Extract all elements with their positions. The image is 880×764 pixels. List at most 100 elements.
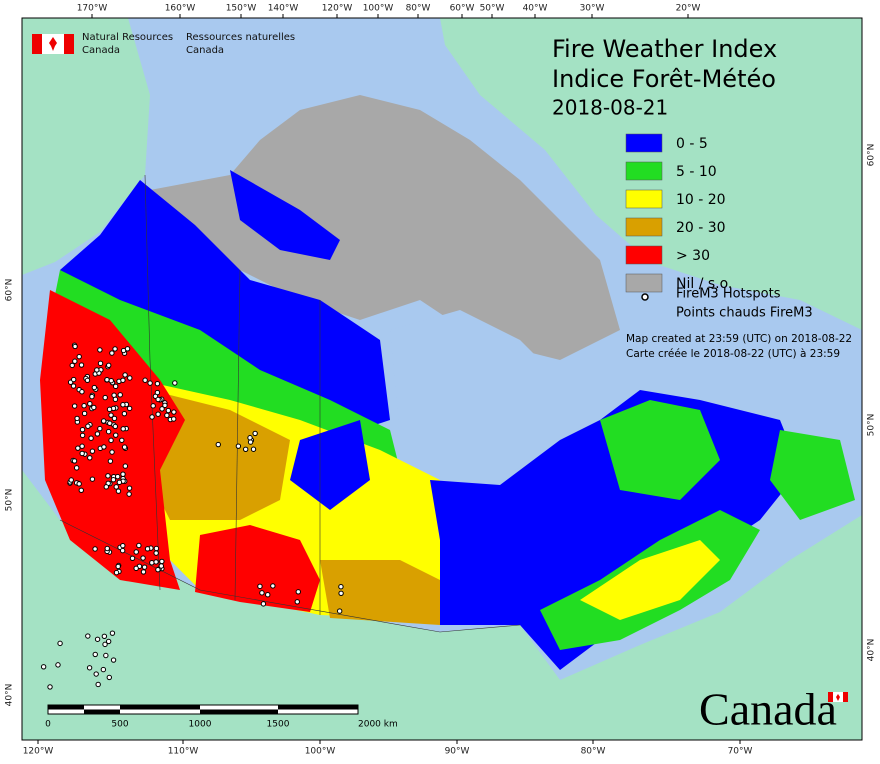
longitude-label: 30°W xyxy=(580,4,605,14)
hotspot xyxy=(171,409,177,415)
longitude-label: 120°W xyxy=(23,747,54,757)
scale-label: 500 xyxy=(111,720,128,730)
hotspot xyxy=(127,375,133,381)
agency-fr: Canada xyxy=(186,45,224,56)
hotspot xyxy=(295,589,301,595)
hotspot xyxy=(117,392,123,398)
hotspot xyxy=(142,377,148,383)
hotspot xyxy=(259,590,265,596)
hotspot xyxy=(116,479,123,486)
longitude-label: 60°W xyxy=(450,4,475,14)
hotspot xyxy=(270,583,276,589)
hotspot xyxy=(94,367,100,373)
hotspot xyxy=(122,463,129,469)
hotspot xyxy=(73,465,80,471)
hotspot xyxy=(91,404,97,411)
hotspot xyxy=(86,665,93,671)
hotspot xyxy=(88,435,94,441)
hotspot xyxy=(109,630,116,636)
agency-flag xyxy=(32,34,74,54)
legend-label: > 30 xyxy=(676,248,710,264)
hotspot xyxy=(153,550,159,556)
hotspot xyxy=(78,487,84,494)
hotspot xyxy=(106,406,113,413)
hotspot xyxy=(100,418,107,424)
hotspot xyxy=(72,358,78,364)
latitude-label: 50°N xyxy=(5,489,15,512)
hotspot xyxy=(70,383,77,389)
hotspot xyxy=(85,633,91,639)
scale-bar: 0 500 1000 1500 2000 km xyxy=(45,704,398,730)
hotspot xyxy=(115,488,122,494)
hotspot xyxy=(141,564,148,570)
hotspot xyxy=(106,674,113,681)
hotspot xyxy=(121,444,128,450)
hotspot xyxy=(81,403,87,409)
hotspot xyxy=(119,437,125,443)
scale-label: 1000 xyxy=(189,720,212,730)
canada-wordmark: Canada xyxy=(699,684,837,735)
hotspot xyxy=(171,416,177,422)
hotspot xyxy=(338,583,344,590)
hotspot xyxy=(108,378,114,384)
longitude-label: 20°W xyxy=(676,4,701,14)
hotspot xyxy=(74,415,80,422)
hotspot xyxy=(71,403,78,409)
scale-bar-segment xyxy=(84,709,120,714)
hotspot xyxy=(40,664,47,670)
hotspot xyxy=(129,555,136,561)
hotspot xyxy=(79,450,85,457)
hotspot xyxy=(113,484,119,490)
hotspot xyxy=(153,545,160,552)
hotspot xyxy=(47,684,53,690)
longitude-label: 170°W xyxy=(77,4,108,14)
legend-swatch xyxy=(625,273,663,293)
hotspot xyxy=(162,402,168,409)
hotspot xyxy=(247,435,253,441)
hotspot xyxy=(144,546,151,552)
legend-label: 20 - 30 xyxy=(676,220,726,236)
hotspot xyxy=(252,430,258,437)
scale-bar-segment xyxy=(48,705,84,710)
latitude-label: 40°N xyxy=(867,639,877,662)
longitude-label: 160°W xyxy=(165,4,196,14)
title-fr: Indice Forêt-Météo xyxy=(552,65,776,93)
agency-en: Canada xyxy=(82,45,120,56)
map-border xyxy=(21,17,863,741)
hotspot xyxy=(57,640,63,647)
hotspot xyxy=(242,446,249,453)
hotspot xyxy=(100,666,107,673)
hotspot xyxy=(107,420,113,426)
hotspot xyxy=(115,563,121,570)
hotspot xyxy=(104,377,110,383)
hotspot xyxy=(121,410,128,417)
graticule-labels: 170°W 160°W 150°W 140°W 120°W 100°W 80°W 60°W 50… xyxy=(5,4,877,757)
hotspot xyxy=(153,559,159,565)
legend-label: 5 - 10 xyxy=(676,164,717,180)
hotspot xyxy=(257,583,263,590)
hotspot xyxy=(338,590,344,597)
hotspot xyxy=(247,439,254,445)
hotspot xyxy=(124,346,131,352)
hotspot xyxy=(112,396,119,403)
hotspot xyxy=(89,393,95,400)
hotspot xyxy=(71,458,78,464)
hotspot xyxy=(104,545,110,552)
hotspot xyxy=(140,569,147,575)
border-us xyxy=(59,519,521,633)
hudson-bay xyxy=(390,310,560,480)
hotspot xyxy=(89,448,96,454)
hotspot xyxy=(85,423,91,429)
hotspot xyxy=(76,353,82,360)
legend-swatch xyxy=(625,217,663,237)
legend-swatch xyxy=(625,161,663,181)
hotspot xyxy=(106,362,112,369)
scale-bar-segment xyxy=(120,705,200,710)
hotspot xyxy=(95,681,101,688)
hotspot xyxy=(336,608,343,614)
hotspot xyxy=(55,662,61,668)
title: Fire Weather Index xyxy=(552,35,777,63)
hotspot xyxy=(79,443,85,449)
zone-island xyxy=(230,170,340,260)
